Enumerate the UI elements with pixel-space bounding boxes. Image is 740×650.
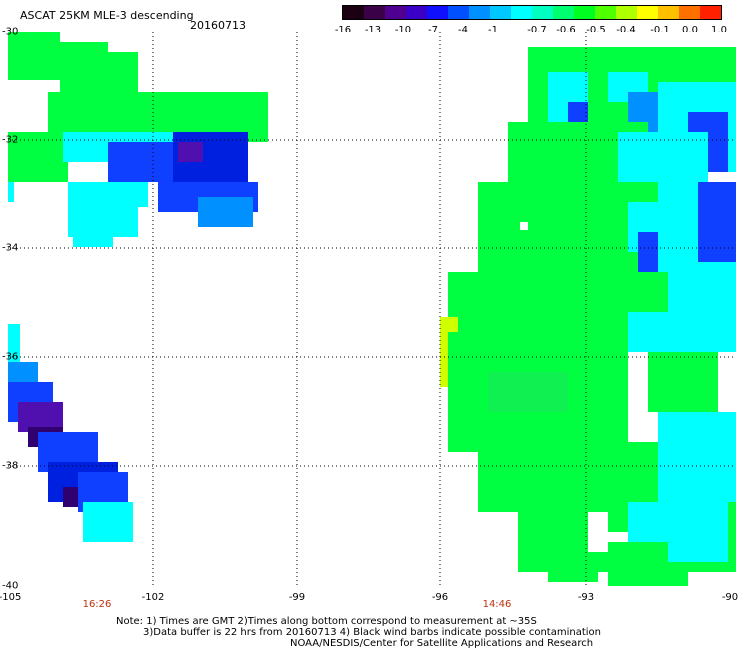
swath-cell [520, 222, 528, 230]
swath-cell [648, 352, 718, 412]
color-scale-swatch [553, 6, 574, 19]
swath-cell [668, 492, 728, 562]
color-scale-label: -16 [334, 25, 352, 36]
swath-cell [48, 92, 208, 132]
color-scale-label: -1 [488, 25, 498, 36]
color-scale-swatch [343, 6, 364, 19]
latitude-label: -38 [2, 460, 19, 472]
swath-data [8, 32, 736, 586]
color-scale-swatch [658, 6, 679, 19]
swath-cell [628, 312, 736, 352]
color-scale-label: -0.5 [586, 25, 606, 36]
color-scale-swatch [427, 6, 448, 19]
map-date: 20160713 [190, 19, 246, 32]
longitude-label: -102 [141, 592, 165, 603]
swath-cell [198, 197, 253, 227]
color-scale-swatch [448, 6, 469, 19]
swath-cell [8, 324, 20, 374]
color-scale-label: -7 [428, 25, 438, 36]
color-scale-swatch [616, 6, 637, 19]
wind-map-panel [8, 32, 736, 586]
swath-cell [98, 512, 133, 542]
lat-lon-grid [8, 32, 736, 586]
swath-cell [60, 42, 108, 92]
swath-cell [108, 52, 138, 92]
latitude-label: -30 [2, 26, 19, 38]
color-scale-label: -0.7 [527, 25, 547, 36]
color-scale-swatch [637, 6, 658, 19]
swath-cell [548, 552, 598, 582]
color-scale-swatch [490, 6, 511, 19]
swath-cell [8, 32, 60, 80]
swath-cell [698, 182, 736, 262]
pass-time-right: 14:46 [482, 599, 512, 610]
latitude-label: -32 [2, 134, 19, 146]
color-scale-label: -0.6 [556, 25, 576, 36]
color-scale-swatch [595, 6, 616, 19]
color-scale-label: -10 [394, 25, 412, 36]
swath-cell [68, 182, 148, 207]
color-scale-swatch [679, 6, 700, 19]
color-scale-label: 1.0 [711, 25, 727, 36]
color-scale-swatch [532, 6, 553, 19]
map-title: ASCAT 25KM MLE-3 descending [20, 9, 194, 22]
swath-cell [488, 372, 568, 412]
color-scale-swatch [574, 6, 595, 19]
color-scale-label: -4 [458, 25, 468, 36]
swath-cell [8, 182, 14, 202]
color-scale-swatch [511, 6, 532, 19]
longitude-label: -99 [288, 592, 306, 603]
color-scale-label: -0.1 [650, 25, 670, 36]
pass-time-left: 16:26 [82, 599, 112, 610]
latitude-label: -40 [2, 580, 19, 592]
latitude-label: -34 [2, 242, 19, 254]
swath-cell [73, 232, 113, 247]
color-scale-label: 0.0 [682, 25, 698, 36]
color-scale-swatch [364, 6, 385, 19]
color-scale-label: -0.4 [616, 25, 636, 36]
longitude-label: -105 [0, 592, 22, 603]
note-line-1: Note: 1) Times are GMT 2)Times along bot… [116, 616, 537, 627]
swath-cell [668, 242, 698, 282]
color-scale-swatch [385, 6, 406, 19]
swath-cell [178, 142, 203, 162]
color-scale-label: -13 [364, 25, 382, 36]
color-scale-swatch [469, 6, 490, 19]
latitude-label: -36 [2, 351, 19, 363]
swath-cell [23, 162, 63, 182]
note-line-2: 3)Data buffer is 22 hrs from 20160713 4)… [143, 627, 601, 638]
longitude-label: -93 [577, 592, 595, 603]
color-scale-swatch [700, 6, 721, 19]
color-scale-swatch [406, 6, 427, 19]
longitude-label: -90 [721, 592, 739, 603]
color-scale-bar [342, 5, 722, 20]
note-line-3: NOAA/NESDIS/Center for Satellite Applica… [290, 638, 594, 649]
longitude-label: -96 [431, 592, 449, 603]
swath-cell [588, 532, 628, 542]
